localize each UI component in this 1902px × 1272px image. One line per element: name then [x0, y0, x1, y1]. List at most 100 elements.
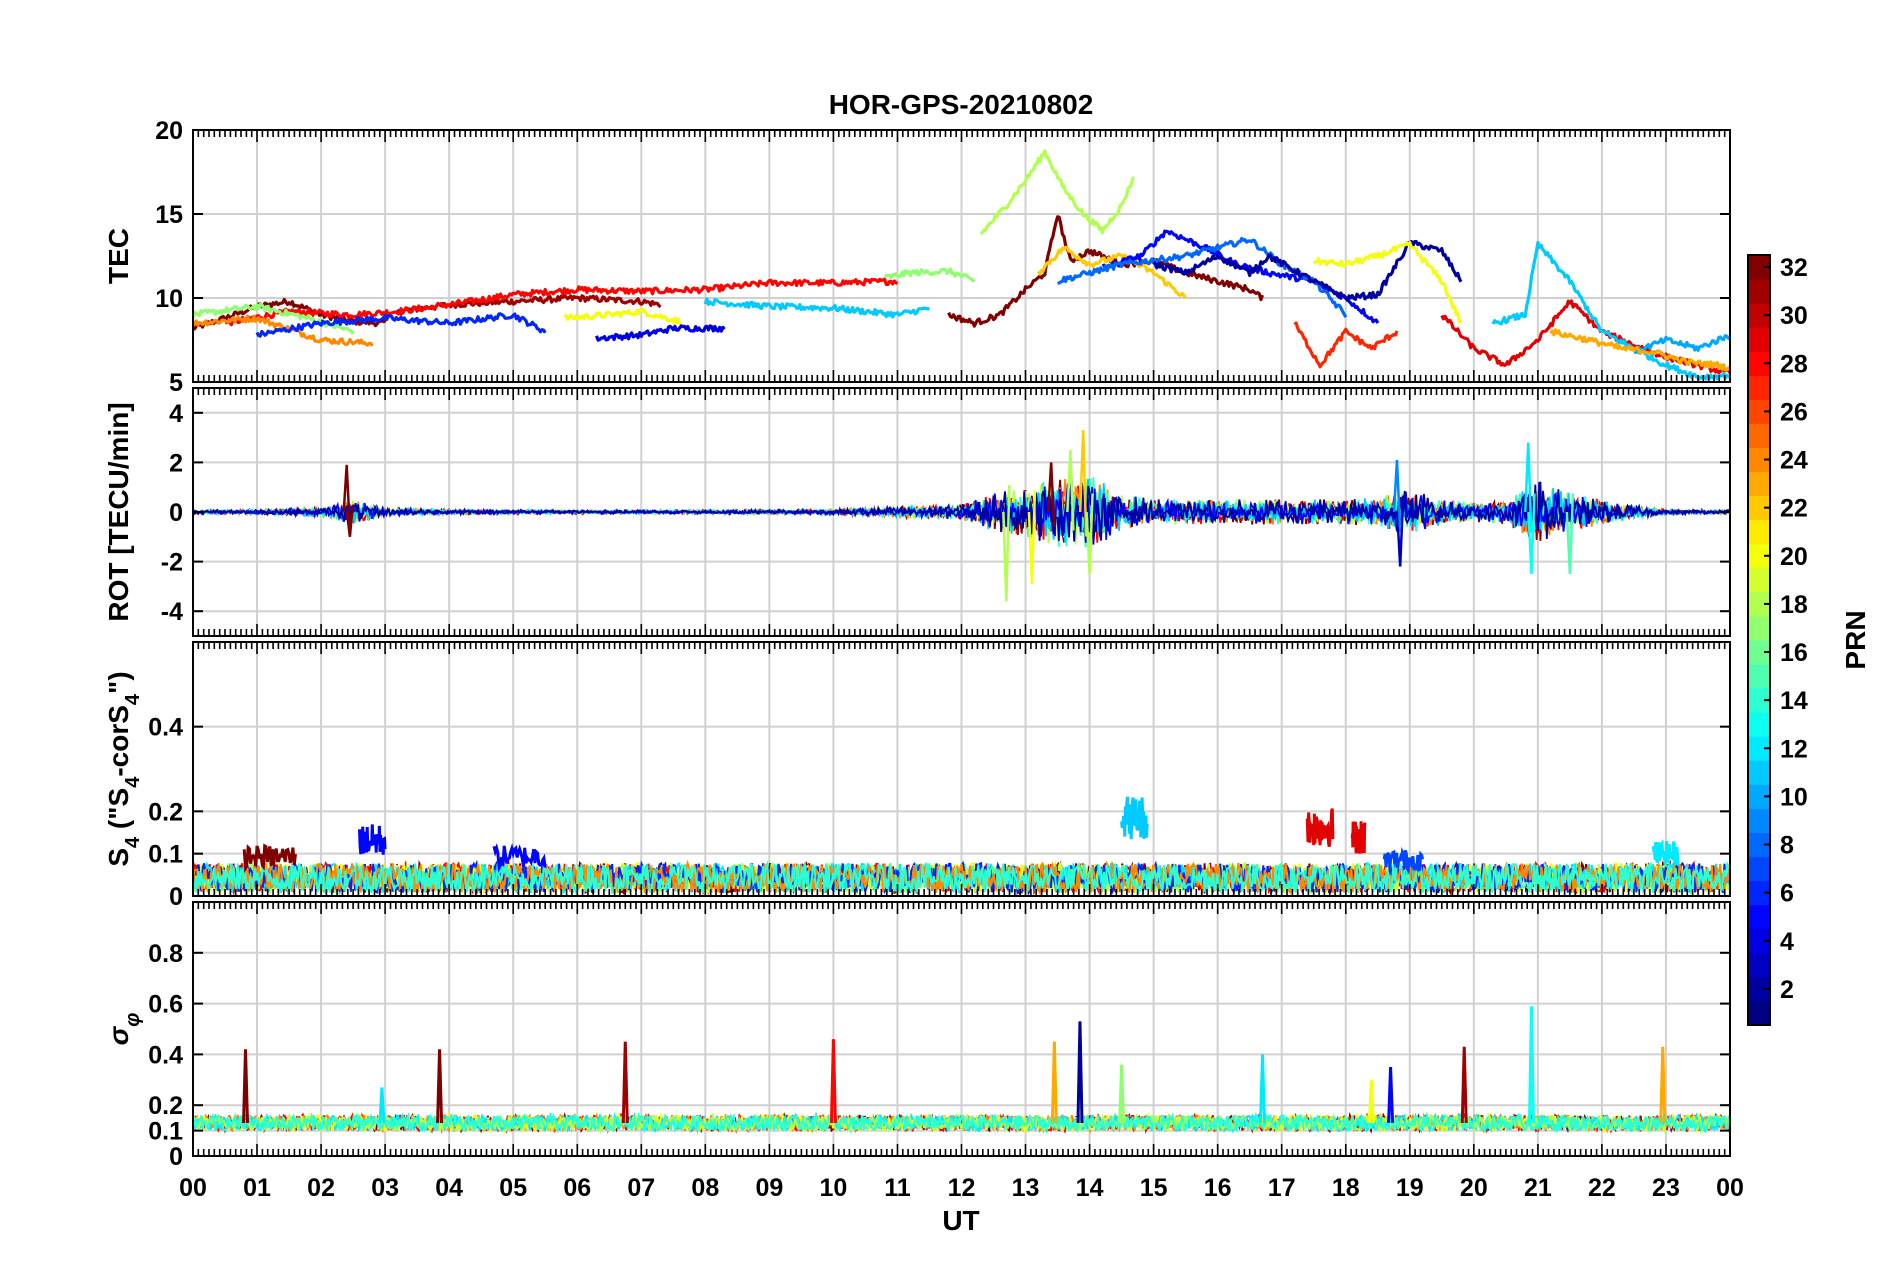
- tec-series-prn-18: [979, 149, 1135, 236]
- rot-spike: [1395, 495, 1405, 567]
- y-tick-label: 0: [169, 883, 183, 911]
- colorbar-tick-label: 14: [1780, 687, 1808, 715]
- x-minor-ticks-rot: [197, 388, 1726, 636]
- rot-spike: [1078, 430, 1088, 537]
- x-tick-marks: [197, 642, 1726, 896]
- x-tick-label: 16: [1204, 1174, 1232, 1202]
- x-tick-label: 21: [1524, 1174, 1552, 1202]
- x-tick-label: 02: [307, 1174, 335, 1202]
- sigma-spike-prn-31: [1460, 1046, 1468, 1124]
- colorbar-tick-label: 10: [1780, 783, 1808, 811]
- label-text: S: [103, 848, 134, 867]
- y-tick-label: 0.1: [148, 1118, 183, 1146]
- colorbar-segment: [1748, 303, 1770, 328]
- sigma-spike-prn-2: [1076, 1021, 1084, 1124]
- y-tick-label: -4: [161, 598, 183, 626]
- colorbar-tick-label: 20: [1780, 543, 1808, 571]
- colorbar-segment: [1748, 640, 1770, 665]
- y-tick-label: 0.4: [148, 1041, 183, 1069]
- colorbar-tick-label: 30: [1780, 302, 1808, 330]
- colorbar-segment: [1748, 832, 1770, 858]
- x-tick-label: 08: [691, 1174, 719, 1202]
- s4-series-prn-14: [193, 860, 1730, 896]
- y-tick-label: 0.1: [148, 841, 183, 869]
- colorbar-segment: [1748, 615, 1770, 641]
- subscript: 4: [122, 836, 144, 848]
- plot-area-rot: [193, 430, 1730, 602]
- sigma-spike-prn-32: [242, 1049, 250, 1124]
- x-tick-label: 04: [435, 1174, 463, 1202]
- colorbar-tick-label: 24: [1780, 447, 1808, 475]
- y-tick-label: 0: [169, 1143, 183, 1171]
- colorbar-segment: [1748, 447, 1770, 473]
- x-axis-label: UT: [942, 1205, 979, 1236]
- x-tick-label: 13: [1012, 1174, 1040, 1202]
- s4-bump-prn-7: [1382, 846, 1425, 875]
- x-tick-label: 03: [371, 1174, 399, 1202]
- colorbar-segment: [1748, 591, 1770, 617]
- x-tick-label: 20: [1460, 1174, 1488, 1202]
- sigma-spike-prn-12: [1259, 1054, 1266, 1124]
- s4-bump-prn-29: [1305, 808, 1335, 848]
- tec-series-prn-28: [224, 277, 899, 327]
- colorbar-segment: [1748, 760, 1770, 785]
- grid-tec: [193, 130, 1730, 382]
- x-minor-ticks-s4: [197, 642, 1726, 896]
- x-minor-ticks-tec: [197, 130, 1726, 382]
- panel-s4: 00.10.20.4S4 ("S4-corS4"): [103, 641, 1731, 911]
- label-text: TEC: [103, 228, 134, 284]
- rot-series-prn-2: [193, 481, 1730, 545]
- plot-area-sigma: [193, 1006, 1730, 1135]
- tec-series-prn-17: [193, 302, 355, 335]
- tec-series-prn-17: [884, 267, 976, 283]
- y-tick-label: 0.8: [148, 940, 183, 968]
- y-ticks-tec: 5 10 15 20: [155, 117, 1730, 397]
- colorbar-segment: [1748, 375, 1770, 400]
- rot-spike: [345, 504, 355, 537]
- colorbar-segment: [1748, 952, 1770, 978]
- colorbar-tick-label: 28: [1780, 350, 1808, 378]
- colorbar-segment: [1748, 327, 1770, 352]
- colorbar-segment: [1748, 567, 1770, 593]
- rot-spike: [1066, 449, 1075, 531]
- subscript: 4: [122, 776, 144, 788]
- colorbar-tick-label: 8: [1780, 832, 1794, 860]
- sigma-spike-prn-31: [621, 1041, 629, 1124]
- tec-series-prn-4: [595, 324, 726, 342]
- x-tick-label: 01: [243, 1174, 271, 1202]
- tec-series-prn-32: [947, 215, 1265, 328]
- s4-bump-prn-11: [1120, 796, 1149, 840]
- grid-sigma: [193, 902, 1730, 1156]
- chart-title: HOR-GPS-20210802: [829, 89, 1094, 120]
- panel-sigma: 00.10.2 0.4 0.6 0.8 σφ: [103, 901, 1731, 1171]
- s4-bump-prn-29: [1350, 821, 1367, 854]
- sigma-spike-prn-23: [1659, 1046, 1667, 1124]
- x-tick-label: 17: [1268, 1174, 1296, 1202]
- x-tick-label: 00: [179, 1174, 207, 1202]
- x-tick-label: 22: [1588, 1174, 1616, 1202]
- sigma-spike-prn-23: [1050, 1041, 1058, 1124]
- tec-series-prn-10: [1632, 334, 1730, 355]
- plot-area-tec: [193, 149, 1730, 381]
- rot-spike: [1002, 485, 1011, 602]
- label-text: ("S: [103, 788, 134, 837]
- colorbar-segment: [1748, 688, 1770, 713]
- panel-tec: 5 10 15 20 TEC: [103, 117, 1731, 397]
- colorbar-tick-label: 22: [1780, 495, 1808, 523]
- colorbar-segment: [1748, 279, 1770, 304]
- label-text: -corS: [103, 705, 134, 777]
- x-tick-marks: [197, 388, 1726, 636]
- x-tick-label: 19: [1396, 1174, 1424, 1202]
- s4-bump-prn-5: [358, 824, 387, 855]
- tec-series-prn-20: [1312, 241, 1463, 325]
- sigma-spike-prn-13: [1527, 1006, 1535, 1124]
- s4-bump-prn-12: [1651, 839, 1680, 867]
- colorbar-tick-label: 16: [1780, 639, 1808, 667]
- colorbar-tick-label: 32: [1780, 254, 1808, 282]
- x-tick-label: 12: [948, 1174, 976, 1202]
- subscript: φ: [122, 1013, 144, 1027]
- x-tick-marks: [197, 130, 1726, 382]
- subscript: 4: [122, 693, 144, 705]
- x-tick-label: 23: [1652, 1174, 1680, 1202]
